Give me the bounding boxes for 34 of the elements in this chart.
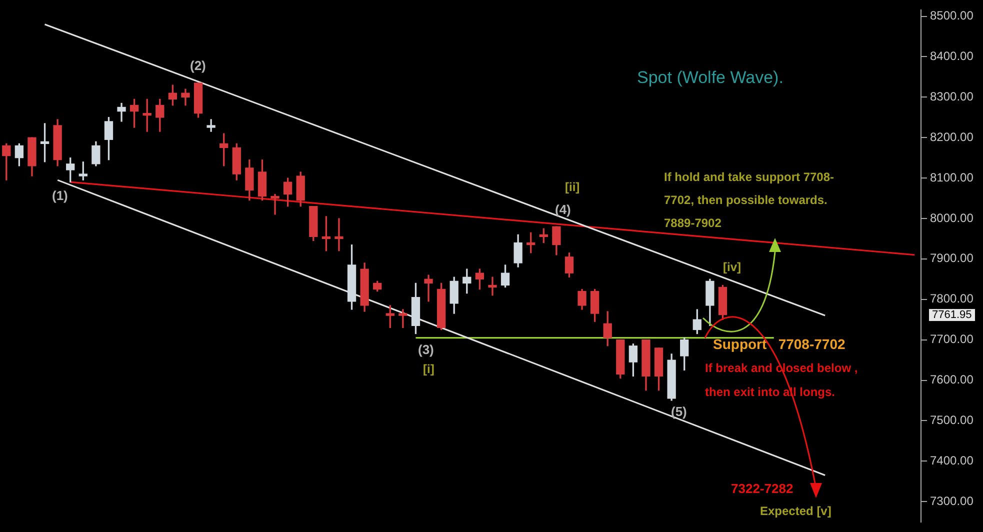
- annotation: (2): [190, 58, 206, 73]
- annotation: Expected [v]: [760, 504, 832, 518]
- y-tick-label: 7700.00: [930, 332, 974, 346]
- candlestick: [398, 309, 408, 328]
- y-tick-label: 8200.00: [930, 130, 974, 144]
- annotation: If hold and take support 7708- 7702, then possible towards. 7889-7902: [664, 169, 834, 232]
- y-tick-label: 7800.00: [930, 292, 974, 306]
- annotation: (1): [52, 188, 68, 203]
- y-tick-label: 8300.00: [930, 89, 974, 104]
- y-tick-label: 8100.00: [930, 170, 974, 184]
- candlestick: [117, 102, 126, 122]
- annotation: [iv]: [723, 260, 741, 274]
- candlestick: [270, 194, 280, 215]
- y-tick-label: 8400.00: [930, 49, 974, 64]
- annotation: 7322-7282: [731, 481, 794, 496]
- annotation: (3): [418, 342, 434, 357]
- y-tick-label: 7900.00: [930, 251, 974, 266]
- annotation: [ii]: [565, 180, 580, 194]
- text: 7761.95: [929, 309, 975, 321]
- candlestick: [206, 119, 216, 132]
- y-tick-label: 7600.00: [930, 372, 974, 387]
- y-tick-label: 7400.00: [930, 453, 974, 468]
- y-tick-label: 8000.00: [930, 210, 974, 225]
- y-tick-label: 7500.00: [930, 413, 974, 428]
- candlestick: [488, 276, 497, 296]
- annotation: (5): [671, 404, 687, 419]
- y-tick-label: 7300.00: [930, 494, 974, 508]
- y-tick-label: 8500.00: [930, 8, 974, 23]
- annotation: Support 7708-7702: [713, 336, 846, 352]
- text: Spot (Wolfe Wave).: [637, 68, 784, 88]
- annotation: (4): [555, 202, 571, 217]
- candlestick: [424, 274, 433, 302]
- candlestick: [334, 218, 344, 252]
- annotation: [i]: [423, 362, 434, 376]
